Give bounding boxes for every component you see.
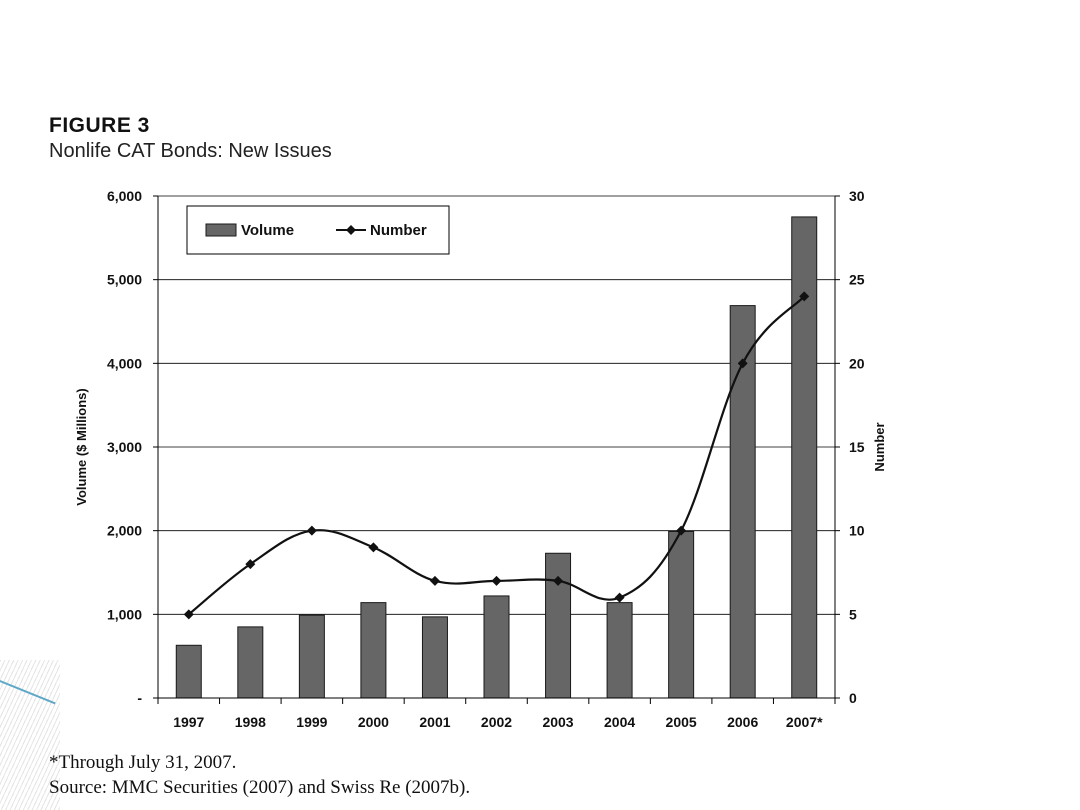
footnote-through-date: *Through July 31, 2007. [49, 752, 237, 773]
y-tick-label: - [137, 690, 142, 706]
y2-tick-label: 5 [849, 606, 857, 622]
y2-axis-title: Number [872, 422, 887, 471]
x-tick-label: 1998 [235, 714, 266, 730]
x-tick-label: 2006 [727, 714, 758, 730]
number-series-line [188, 295, 806, 616]
footnotes: *Through July 31, 2007. Source: MMC Secu… [49, 750, 470, 800]
x-tick-label: 2004 [604, 714, 635, 730]
volume-bar-2002 [483, 595, 510, 699]
y-tick-label: 2,000 [107, 523, 142, 539]
x-tick-label: 1997 [173, 714, 204, 730]
y-tick-label: 4,000 [107, 355, 142, 371]
y-axis-title: Volume ($ Millions) [74, 388, 89, 506]
y2-tick-label: 25 [849, 272, 865, 288]
number-point-1998 [245, 559, 256, 570]
number-point-2005 [676, 525, 687, 536]
footnote-source: Source: MMC Securities (2007) and Swiss … [49, 777, 471, 798]
x-tick-label: 1999 [296, 714, 327, 730]
legend-volume-label: Volume [241, 222, 294, 239]
number-point-1999 [306, 525, 317, 536]
number-point-1997 [183, 609, 194, 620]
volume-bar-1998 [237, 626, 264, 699]
legend-number-marker [346, 225, 356, 235]
volume-bar-1999 [298, 614, 325, 699]
x-tick-label: 2003 [542, 714, 573, 730]
x-tick-label: 2007* [786, 714, 823, 730]
x-tick-label: 2000 [358, 714, 389, 730]
number-point-2007 [799, 291, 810, 302]
number-point-2004 [614, 592, 625, 603]
y-tick-label: 3,000 [107, 439, 142, 455]
volume-bar-2000 [360, 602, 387, 699]
volume-bar-2007 [791, 216, 818, 699]
y2-tick-label: 20 [849, 355, 865, 371]
x-tick-label: 2005 [666, 714, 697, 730]
volume-bar-1997 [175, 644, 202, 699]
y2-tick-label: 10 [849, 523, 865, 539]
x-tick-label: 2002 [481, 714, 512, 730]
number-point-2006 [737, 358, 748, 369]
figure-title: Nonlife CAT Bonds: New Issues [49, 140, 332, 162]
y-tick-label: 5,000 [107, 272, 142, 288]
y2-tick-label: 0 [849, 690, 857, 706]
number-point-2002 [491, 575, 502, 586]
legend-volume-swatch [205, 223, 237, 237]
number-point-2000 [368, 542, 379, 553]
volume-bar-2005 [668, 531, 695, 699]
figure-label: FIGURE 3 [49, 114, 150, 137]
legend-number-label: Number [370, 222, 427, 239]
y2-tick-label: 15 [849, 439, 865, 455]
x-tick-label: 2001 [419, 714, 450, 730]
y-tick-label: 1,000 [107, 606, 142, 622]
y-tick-label: 6,000 [107, 188, 142, 204]
y2-tick-label: 30 [849, 188, 865, 204]
number-point-2003 [553, 575, 564, 586]
volume-bar-2003 [545, 552, 572, 699]
number-point-2001 [429, 575, 440, 586]
volume-bar-2001 [421, 616, 448, 699]
volume-bar-2004 [606, 602, 633, 699]
